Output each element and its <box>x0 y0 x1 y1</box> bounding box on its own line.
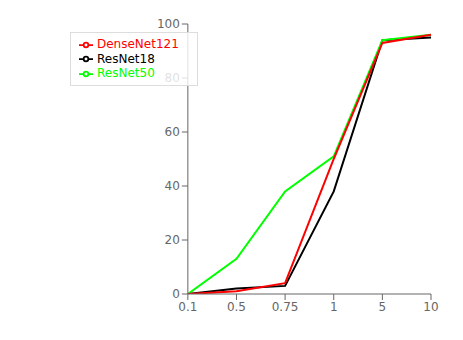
svg-text:0.1: 0.1 <box>178 300 197 314</box>
svg-text:100: 100 <box>157 17 180 31</box>
svg-text:0.75: 0.75 <box>272 300 299 314</box>
svg-text:80: 80 <box>165 71 180 85</box>
svg-text:60: 60 <box>165 125 180 139</box>
svg-text:0.5: 0.5 <box>227 300 246 314</box>
svg-text:0: 0 <box>172 287 180 301</box>
svg-text:40: 40 <box>165 179 180 193</box>
html-text:ResNet50: ResNet50 <box>97 66 155 80</box>
html-text:ResNet18: ResNet18 <box>97 51 155 66</box>
html-text:DenseNet121: DenseNet121 <box>97 37 179 51</box>
svg-text:5: 5 <box>379 300 387 314</box>
svg-text:1: 1 <box>330 300 338 314</box>
svg-text:20: 20 <box>165 233 180 247</box>
svg-text:10: 10 <box>423 300 438 314</box>
